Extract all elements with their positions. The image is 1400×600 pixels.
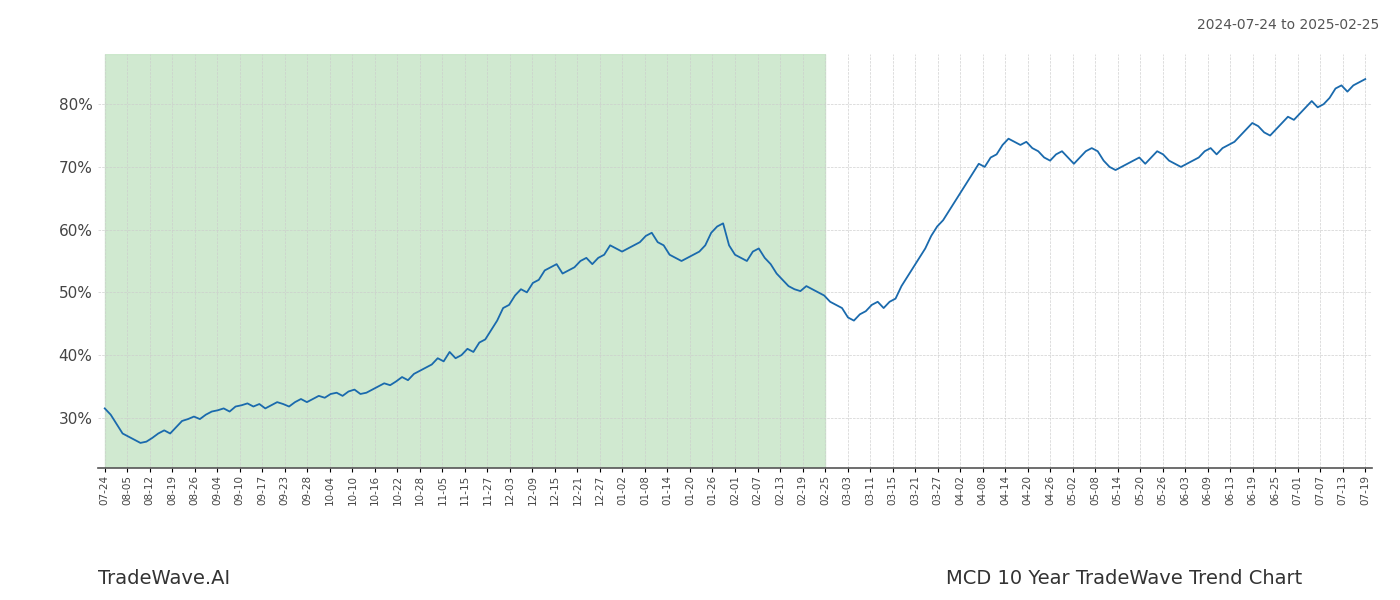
Text: TradeWave.AI: TradeWave.AI [98, 569, 230, 588]
Bar [105, 54, 825, 468]
Text: MCD 10 Year TradeWave Trend Chart: MCD 10 Year TradeWave Trend Chart [946, 569, 1302, 588]
Text: 2024-07-24 to 2025-02-25: 2024-07-24 to 2025-02-25 [1197, 18, 1379, 32]
